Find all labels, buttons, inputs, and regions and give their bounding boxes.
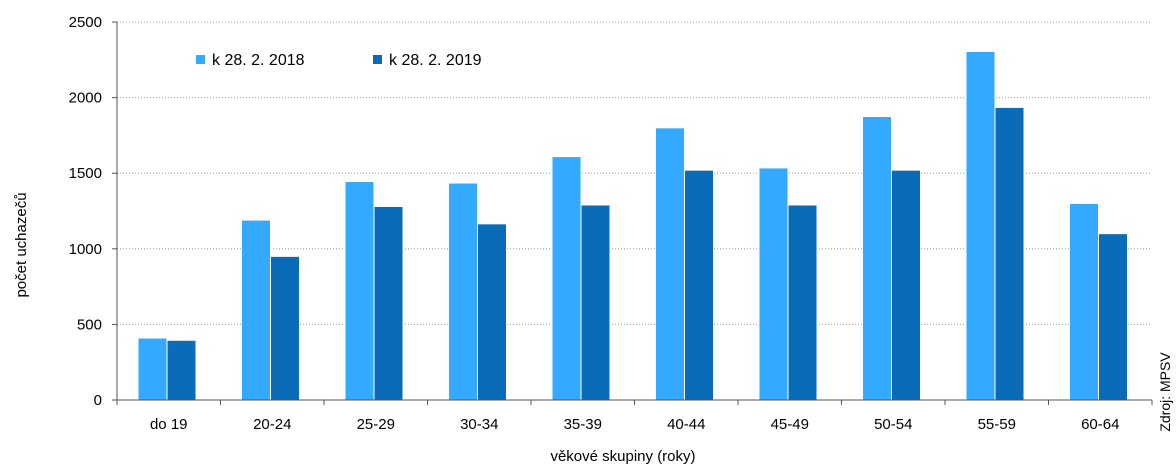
legend-swatch-2018	[196, 55, 205, 64]
y-tick-label: 500	[77, 316, 102, 333]
y-tick-labels: 0 500 1000 1500 2000 2500	[69, 14, 102, 409]
y-tick-label: 0	[94, 392, 102, 409]
x-tick-label: 25-29	[357, 416, 395, 433]
x-tick-label: 60-64	[1081, 416, 1119, 433]
x-tick-label: 50-54	[874, 416, 912, 433]
bar-2018	[965, 50, 996, 401]
bar-2019	[1098, 233, 1128, 401]
x-tick-label: 45-49	[771, 416, 809, 433]
bar-2018	[448, 182, 478, 401]
bar-2019	[787, 204, 818, 401]
bar-2018	[344, 181, 375, 401]
x-tick-label: do 19	[150, 416, 188, 433]
x-tick-label: 40-44	[667, 416, 705, 433]
bar-2019	[684, 169, 714, 401]
source-note: Zdroj: MPSV	[1157, 352, 1173, 432]
bar-2019	[270, 255, 300, 401]
legend-swatch-2019	[373, 55, 382, 64]
bar-2018	[551, 156, 582, 401]
bar-2019	[580, 204, 611, 401]
bar-2018	[137, 337, 168, 401]
bar-2019	[166, 339, 197, 401]
x-tick-label: 55-59	[978, 416, 1016, 433]
axes	[112, 21, 1153, 405]
bar-2019	[477, 223, 507, 401]
bar-2018	[1069, 202, 1099, 401]
legend-label-2019: k 28. 2. 2019	[389, 52, 482, 69]
bar-2018	[655, 127, 685, 401]
bar-2018	[862, 116, 892, 401]
x-tick-label: 35-39	[564, 416, 602, 433]
x-tick-label: 30-34	[460, 416, 498, 433]
y-tick-label: 2500	[69, 14, 102, 31]
bar-2019	[994, 106, 1025, 401]
y-tick-label: 1500	[69, 165, 102, 182]
y-tick-label: 2000	[69, 90, 102, 107]
bar-2019	[891, 169, 921, 401]
legend: k 28. 2. 2018 k 28. 2. 2019	[196, 52, 482, 69]
x-tick-labels: do 19 20-24 25-29 30-34 35-39 40-44 45-49 50-54…	[150, 416, 1119, 433]
legend-label-2018: k 28. 2. 2018	[212, 52, 305, 69]
y-axis-title: počet uchazečů	[13, 192, 30, 297]
bar-2018	[241, 219, 271, 401]
bars	[137, 50, 1128, 401]
y-tick-label: 1000	[69, 241, 102, 258]
x-tick-label: 20-24	[253, 416, 291, 433]
bar-2019	[373, 205, 404, 401]
x-axis-title: věkové skupiny (roky)	[550, 448, 695, 465]
bar-2018	[758, 167, 789, 401]
